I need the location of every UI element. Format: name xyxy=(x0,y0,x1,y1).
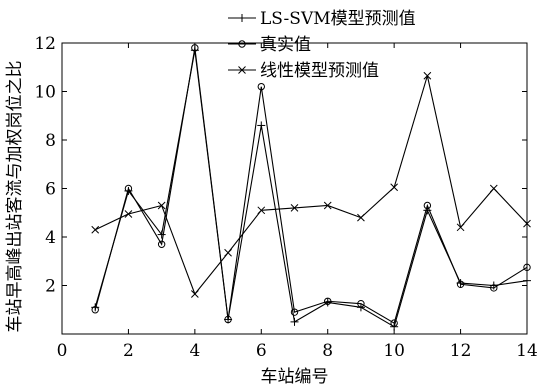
series xyxy=(91,44,531,331)
series-line xyxy=(94,47,528,324)
data-point xyxy=(257,206,266,215)
data-point xyxy=(490,284,498,292)
data-point xyxy=(357,299,365,308)
data-point xyxy=(157,230,166,239)
data-point xyxy=(91,225,100,234)
data-point xyxy=(124,184,133,193)
y-tick-label: 10 xyxy=(34,83,56,103)
data-point xyxy=(191,290,199,298)
x-tick-label: 6 xyxy=(256,341,267,361)
legend-item-2: 真实值 xyxy=(228,35,311,55)
cross-b xyxy=(124,210,133,218)
data-point xyxy=(290,317,299,326)
cross-b xyxy=(489,184,498,193)
data-point xyxy=(224,315,232,324)
data-point xyxy=(523,276,531,285)
y-tick-label: 12 xyxy=(34,34,56,54)
cross-b xyxy=(257,206,266,215)
cross-b xyxy=(456,223,465,232)
data-point xyxy=(157,240,166,248)
cross-b xyxy=(157,201,166,210)
y-tick-label: 2 xyxy=(45,277,56,297)
data-point xyxy=(423,206,432,215)
legend-label: 线性模型预测值 xyxy=(260,61,379,81)
data-point xyxy=(423,71,432,80)
cross-b xyxy=(523,219,531,228)
cross-b xyxy=(390,183,398,192)
y-tick-label: 6 xyxy=(45,180,56,200)
data-point xyxy=(91,306,99,314)
data-point xyxy=(257,121,266,130)
x-axis-title: 车站编号 xyxy=(261,367,329,387)
data-point xyxy=(324,297,332,305)
data-point xyxy=(290,204,299,212)
cross-b xyxy=(357,213,365,222)
cross-b xyxy=(290,204,299,212)
legend-label: 真实值 xyxy=(260,35,311,55)
series-line xyxy=(94,75,528,296)
data-point xyxy=(290,308,299,316)
data-point xyxy=(257,82,265,91)
data-point xyxy=(456,223,465,232)
data-point xyxy=(523,263,531,272)
series-line xyxy=(94,50,528,328)
x-tick-label: 14 xyxy=(516,341,538,361)
data-point xyxy=(357,213,365,222)
series-2 xyxy=(91,44,531,327)
cross-b xyxy=(323,201,332,210)
cross-b xyxy=(238,66,246,74)
legend-item-1: LS-SVM模型预测值 xyxy=(228,9,416,29)
cross-b xyxy=(224,248,232,257)
data-point xyxy=(456,280,465,288)
legend-marker xyxy=(238,40,246,48)
x-tick-label: 12 xyxy=(450,341,472,361)
legend-marker xyxy=(238,66,246,74)
data-point xyxy=(489,184,498,193)
data-point xyxy=(191,44,199,52)
x-tick-label: 4 xyxy=(189,341,200,361)
legend-marker xyxy=(238,14,246,22)
x-tick-label: 2 xyxy=(123,341,134,361)
y-tick-label: 8 xyxy=(45,131,56,151)
cross-b xyxy=(191,290,199,298)
data-point xyxy=(224,248,232,257)
x-tick-label: 0 xyxy=(57,341,68,361)
data-point xyxy=(124,210,133,218)
cross-b xyxy=(91,225,100,234)
series-3 xyxy=(91,71,531,298)
data-point xyxy=(323,201,332,210)
data-point xyxy=(157,201,166,210)
legend-item-3: 线性模型预测值 xyxy=(228,61,379,81)
series-1 xyxy=(91,46,531,331)
data-point xyxy=(390,183,398,192)
legend-label: LS-SVM模型预测值 xyxy=(260,9,416,29)
x-tick-label: 10 xyxy=(383,341,405,361)
data-point xyxy=(523,219,531,228)
data-point xyxy=(390,319,398,327)
ticks: 0 2 4 6 8 10 12 14 2 4 6 8 10 12 xyxy=(34,34,537,361)
x-tick-label: 8 xyxy=(322,341,333,361)
cross-b xyxy=(423,71,432,80)
data-point xyxy=(423,201,432,210)
y-axis-title: 车站早高峰出站客流与加权岗位之比 xyxy=(5,61,25,333)
y-tick-label: 4 xyxy=(45,228,56,248)
